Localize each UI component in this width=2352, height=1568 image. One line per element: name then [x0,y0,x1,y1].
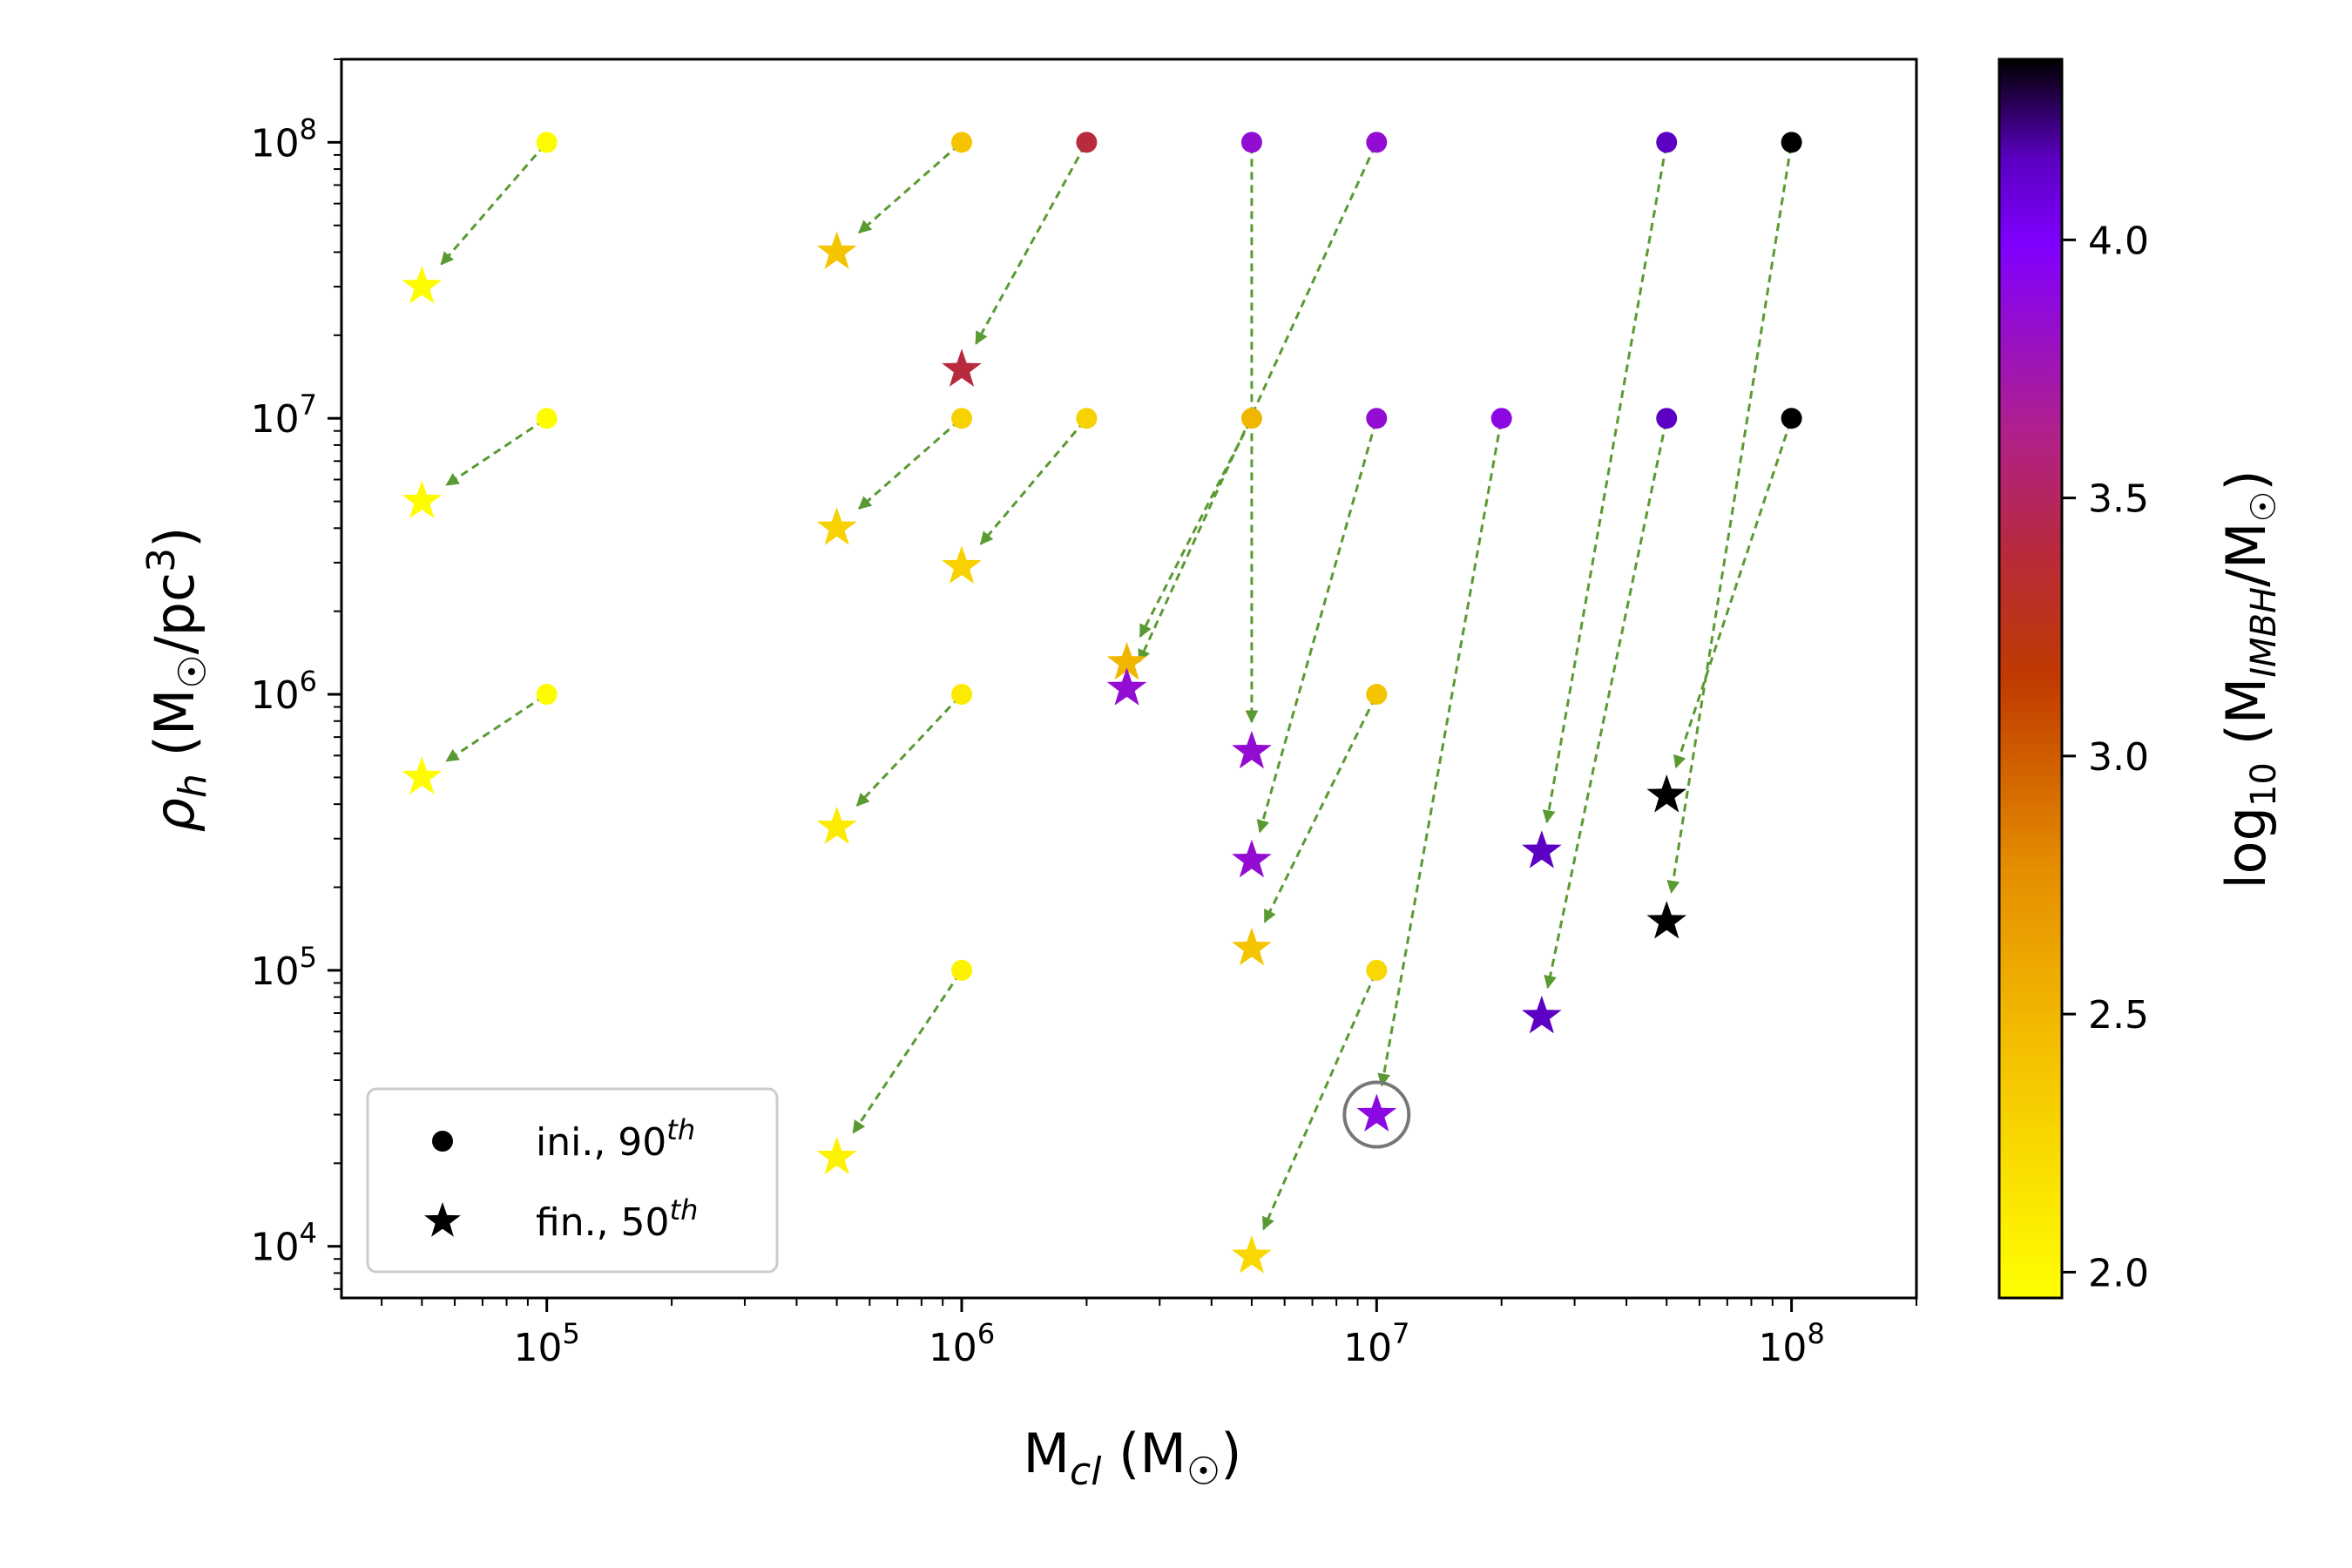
markers-layer [402,132,1802,1274]
legend-entry-initial: ini., 90th [536,1113,695,1165]
evolution-arrow [445,695,545,762]
legend-star-marker [424,1202,461,1237]
final-point-star [1106,641,1147,680]
colorbar-tick-label: 4.0 [2088,219,2149,263]
y-tick-label: 108 [251,112,317,166]
colorbar-ticks: 2.0 2.5 3.0 3.5 4.0 [2062,219,2149,1295]
colorbar-tick-label: 3.5 [2088,477,2149,522]
y-tick-label: 104 [251,1217,317,1270]
final-point-star [816,231,857,269]
x-axis: 105 106 107 108 [381,1298,1917,1370]
initial-point [536,408,558,429]
evolution-arrow [858,419,960,510]
final-point-star [1646,901,1687,939]
final-point-star [942,545,982,584]
evolution-arrow [1256,421,1377,834]
final-point-star [816,1136,857,1175]
x-tick-label: 107 [1343,1317,1409,1370]
initial-point [1240,408,1262,429]
colorbar-tick-label: 2.5 [2088,993,2149,1037]
initial-point [1366,684,1388,706]
legend: ini., 90th fin., 50th [366,1087,779,1274]
initial-point [1240,132,1262,153]
final-point-star [1646,774,1687,813]
initial-point [951,132,973,153]
initial-point [536,684,558,706]
initial-point [1490,408,1512,429]
x-tick-label: 108 [1758,1317,1824,1370]
evolution-arrow [1139,421,1252,639]
legend-entry-final: fin., 50th [536,1193,698,1245]
y-tick-label: 107 [251,389,317,442]
initial-point [536,132,558,153]
final-point-star [1522,830,1562,868]
evolution-arrow [1542,145,1668,824]
evolution-arrow [1263,696,1376,923]
y-tick-label: 106 [251,665,317,718]
evolution-arrow [852,972,962,1134]
final-point-star [402,266,443,304]
evolution-arrow [1377,421,1503,1087]
x-tick-label: 105 [514,1317,580,1370]
initial-point [1076,132,1098,153]
evolution-arrow [1544,421,1667,990]
initial-point [1366,132,1388,153]
evolution-arrow [979,420,1085,545]
y-axis: 104 105 106 107 108 [251,58,341,1290]
final-point-star [1232,730,1272,769]
final-point-star [1356,1093,1397,1132]
initial-point [1781,408,1802,429]
final-point-star [816,806,857,845]
final-point-star [402,480,443,519]
plot-area-frame [340,57,1918,1300]
colorbar-tick-label: 3.0 [2088,735,2149,780]
initial-point [1366,408,1388,429]
x-axis-label: Mcl (M☉) [1024,1422,1242,1494]
final-point-star [1106,667,1147,706]
initial-point [1656,132,1678,153]
final-point-star [1522,995,1562,1034]
highlight-ring [1342,1080,1411,1149]
final-point-star [1232,1235,1272,1274]
arrows-layer [440,143,1793,1231]
initial-point [951,959,973,981]
initial-point [1076,408,1098,429]
evolution-arrow [975,145,1086,345]
evolution-arrow [1673,421,1792,769]
final-point-star [1232,927,1272,966]
final-point-star [1232,839,1272,878]
initial-point [1366,959,1388,981]
legend-circle-marker [432,1131,453,1152]
evolution-arrow [1138,145,1377,663]
evolution-arrow [445,419,545,487]
x-tick-label: 106 [929,1317,995,1370]
final-point-star [402,756,443,794]
legend-box [366,1087,779,1274]
initial-point [1656,408,1678,429]
evolution-arrow [1262,972,1377,1231]
final-point-star [942,348,982,387]
colorbar-label: log10 (MIMBH/M☉) [2214,470,2284,889]
initial-point [951,408,973,429]
evolution-arrow [440,144,546,266]
y-tick-label: 105 [251,941,317,994]
colorbar: 2.0 2.5 3.0 3.5 4.0 log10 (MIMBH/M☉) [1997,57,2284,1300]
colorbar-gradient [1997,57,2064,1300]
initial-point [951,684,973,706]
colorbar-tick-label: 2.0 [2088,1251,2149,1295]
evolution-arrow [855,695,961,807]
initial-point [1781,132,1802,153]
final-point-star [816,507,857,545]
evolution-arrow [858,143,960,234]
evolution-arrow [1666,145,1793,895]
y-axis-label: ρh (M☉/pc3) [139,527,215,833]
